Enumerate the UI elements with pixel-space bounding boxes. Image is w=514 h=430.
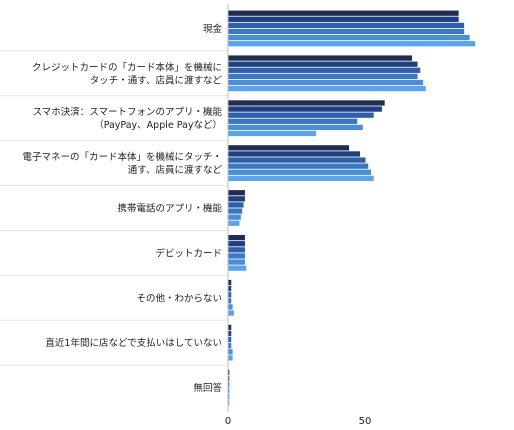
bar-5-5 xyxy=(228,265,247,271)
bar-5-2 xyxy=(228,247,245,253)
bar-7-1 xyxy=(228,330,232,337)
category-label: 通す、店員に渡すなど xyxy=(128,164,223,176)
bar-5-1 xyxy=(228,241,245,247)
bar-8-4 xyxy=(228,394,230,400)
category-label: 電子マネーの「カード本体」を機械にタッチ・ xyxy=(22,151,222,163)
bar-4-5 xyxy=(228,220,240,226)
bar-6-3 xyxy=(228,298,232,304)
bar-4-0 xyxy=(228,190,245,196)
bar-1-3 xyxy=(228,73,418,80)
category-label: 直近1年間に店などで支払いはしていない xyxy=(45,337,222,349)
bar-1-2 xyxy=(228,67,421,73)
bar-5-4 xyxy=(228,259,245,265)
bar-6-5 xyxy=(228,310,234,316)
category-label: スマホ決済：スマートフォンのアプリ・機能 xyxy=(33,106,223,118)
bar-4-3 xyxy=(228,208,243,214)
bar-7-4 xyxy=(228,349,233,355)
bar-8-1 xyxy=(228,375,230,382)
bar-0-3 xyxy=(228,28,465,35)
bar-0-5 xyxy=(228,41,476,47)
bar-5-3 xyxy=(228,253,245,259)
bar-4-1 xyxy=(228,196,245,202)
bar-1-5 xyxy=(228,85,426,92)
category-label: クレジットカードの「カード本体」を機械に xyxy=(32,61,222,73)
category-label: デビットカード xyxy=(155,247,222,259)
bar-7-0 xyxy=(228,324,232,331)
bar-4-4 xyxy=(228,214,241,220)
category-label: 携帯電話のアプリ・機能 xyxy=(117,203,222,215)
bar-7-2 xyxy=(228,336,232,343)
x-tick-label: 50 xyxy=(359,416,372,427)
bar-8-0 xyxy=(228,369,230,375)
category-label: 現金 xyxy=(203,23,223,35)
bar-6-0 xyxy=(228,279,232,286)
category-label: 無回答 xyxy=(193,382,222,394)
bar-7-5 xyxy=(228,355,233,361)
bar-6-2 xyxy=(228,292,232,298)
bar-3-0 xyxy=(228,145,350,151)
category-label: その他・わからない xyxy=(136,292,222,304)
bar-5-0 xyxy=(228,234,245,241)
x-tick-label: 0 xyxy=(225,416,231,427)
bar-2-0 xyxy=(228,100,385,106)
bar-8-5 xyxy=(228,400,230,406)
bar-3-3 xyxy=(228,163,369,169)
bar-2-3 xyxy=(228,118,358,124)
bar-2-5 xyxy=(228,130,317,137)
bar-1-4 xyxy=(228,79,424,86)
bar-2-4 xyxy=(228,124,363,131)
bar-8-3 xyxy=(228,387,230,394)
category-label: タッチ・通す、店員に渡すなど xyxy=(90,74,223,86)
bar-6-4 xyxy=(228,304,233,310)
bar-3-4 xyxy=(228,169,371,175)
bar-3-2 xyxy=(228,157,366,163)
bar-6-1 xyxy=(228,285,232,292)
bar-4-2 xyxy=(228,202,244,208)
bar-0-0 xyxy=(228,10,459,16)
bar-1-0 xyxy=(228,55,413,61)
category-label: （PayPay、Apple Payなど） xyxy=(94,119,222,131)
bar-0-2 xyxy=(228,22,465,29)
bar-2-1 xyxy=(228,106,382,112)
bar-0-1 xyxy=(228,16,459,22)
bar-0-4 xyxy=(228,34,470,41)
bar-3-5 xyxy=(228,175,374,182)
bar-1-1 xyxy=(228,61,418,67)
bar-8-2 xyxy=(228,381,230,388)
bar-7-3 xyxy=(228,343,232,349)
bar-2-2 xyxy=(228,112,374,118)
bar-3-1 xyxy=(228,151,361,157)
